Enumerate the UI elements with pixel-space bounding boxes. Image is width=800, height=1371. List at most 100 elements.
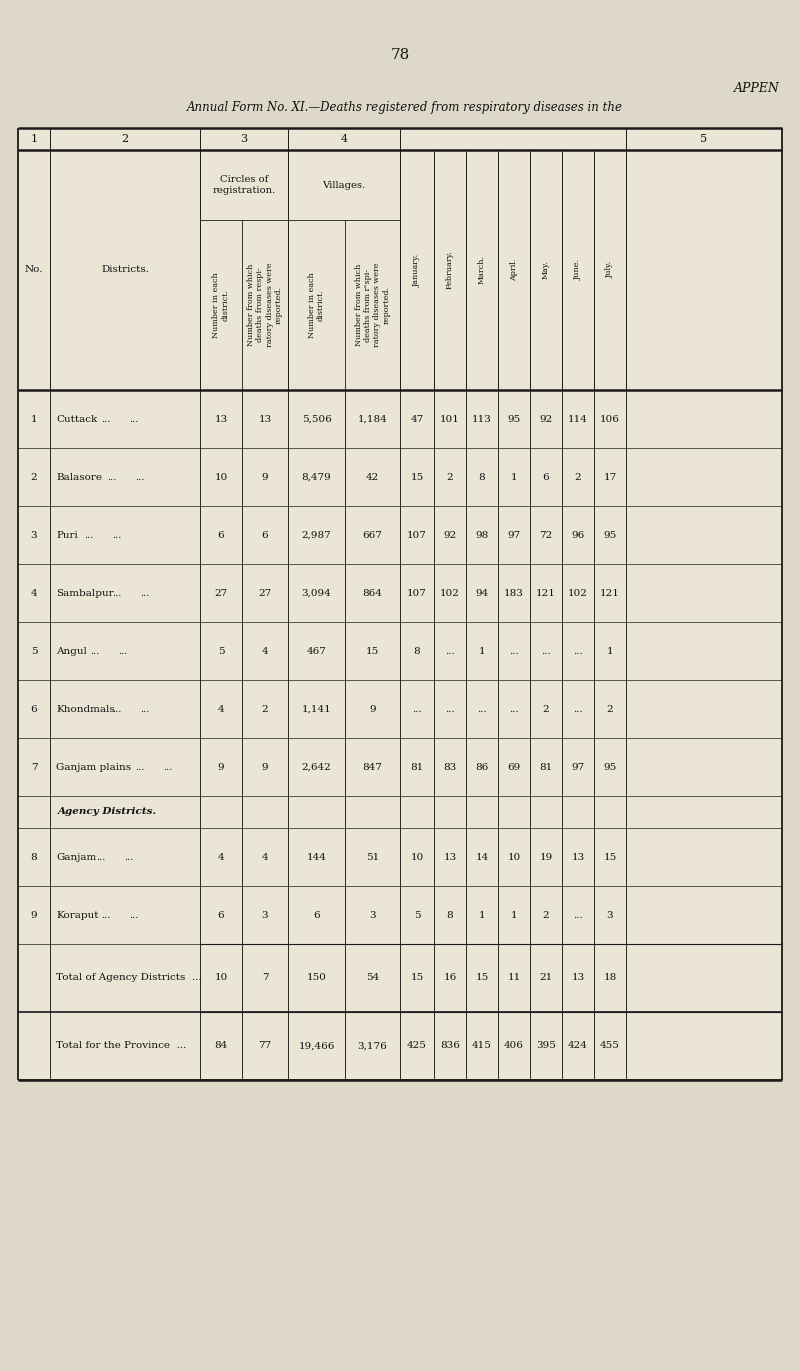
Text: 69: 69 (507, 762, 521, 772)
Text: 6: 6 (218, 910, 224, 920)
Text: ...: ... (163, 762, 172, 772)
Text: 81: 81 (410, 762, 424, 772)
Text: 13: 13 (571, 853, 585, 861)
Text: 102: 102 (440, 588, 460, 598)
Text: Total for the Province  ...: Total for the Province ... (56, 1042, 186, 1050)
Text: 2,642: 2,642 (302, 762, 331, 772)
Text: Number in each
district.: Number in each district. (308, 271, 325, 337)
Text: ...: ... (445, 647, 455, 655)
Text: 864: 864 (362, 588, 382, 598)
Text: APPEN: APPEN (734, 81, 780, 95)
Text: 101: 101 (440, 414, 460, 424)
Text: ...: ... (112, 705, 122, 713)
Text: ...: ... (112, 588, 122, 598)
Text: 10: 10 (410, 853, 424, 861)
Text: Sambalpur: Sambalpur (56, 588, 114, 598)
Text: Total of Agency Districts  ...: Total of Agency Districts ... (56, 973, 202, 983)
Text: 425: 425 (407, 1042, 427, 1050)
Text: ...: ... (541, 647, 551, 655)
Text: 2: 2 (574, 473, 582, 481)
Bar (18, 128, 782, 1080)
Text: 9: 9 (369, 705, 376, 713)
Text: 1: 1 (510, 473, 518, 481)
Text: 2: 2 (122, 134, 129, 144)
Text: ...: ... (118, 647, 127, 655)
Text: 9: 9 (218, 762, 224, 772)
Text: 107: 107 (407, 531, 427, 540)
Text: ...: ... (101, 414, 110, 424)
Text: Agency Districts.: Agency Districts. (58, 808, 157, 817)
Text: 18: 18 (603, 973, 617, 983)
Text: 15: 15 (410, 473, 424, 481)
Text: 54: 54 (366, 973, 379, 983)
Text: 8,479: 8,479 (302, 473, 331, 481)
Text: 3,094: 3,094 (302, 588, 331, 598)
Text: 415: 415 (472, 1042, 492, 1050)
Text: 3: 3 (262, 910, 268, 920)
Text: 1,184: 1,184 (358, 414, 387, 424)
Text: 424: 424 (568, 1042, 588, 1050)
Text: Villages.: Villages. (322, 181, 366, 189)
Text: 6: 6 (218, 531, 224, 540)
Text: 467: 467 (306, 647, 326, 655)
Text: Ganjam: Ganjam (56, 853, 96, 861)
Text: 2,987: 2,987 (302, 531, 331, 540)
Text: March.: March. (478, 255, 486, 285)
Text: ...: ... (412, 705, 422, 713)
Text: 102: 102 (568, 588, 588, 598)
Text: 4: 4 (218, 705, 224, 713)
Text: 121: 121 (536, 588, 556, 598)
Text: 106: 106 (600, 414, 620, 424)
Text: 11: 11 (507, 973, 521, 983)
Text: 4: 4 (262, 853, 268, 861)
Text: 13: 13 (258, 414, 272, 424)
Text: 27: 27 (258, 588, 272, 598)
Text: 8: 8 (30, 853, 38, 861)
Text: 3: 3 (606, 910, 614, 920)
Text: 15: 15 (603, 853, 617, 861)
Text: 10: 10 (214, 473, 228, 481)
Text: Puri: Puri (56, 531, 78, 540)
Text: 47: 47 (410, 414, 424, 424)
Text: 95: 95 (603, 531, 617, 540)
Text: ...: ... (90, 647, 99, 655)
Text: ...: ... (112, 531, 122, 540)
Text: June.: June. (574, 259, 582, 281)
Text: February.: February. (446, 251, 454, 289)
Text: 27: 27 (214, 588, 228, 598)
Text: 2: 2 (542, 910, 550, 920)
Text: 5: 5 (414, 910, 420, 920)
Text: 83: 83 (443, 762, 457, 772)
Text: 19,466: 19,466 (298, 1042, 334, 1050)
Text: 1: 1 (510, 910, 518, 920)
Text: ...: ... (96, 853, 105, 861)
Text: ...: ... (573, 705, 583, 713)
Text: 107: 107 (407, 588, 427, 598)
Text: 42: 42 (366, 473, 379, 481)
Text: 8: 8 (478, 473, 486, 481)
Text: 4: 4 (218, 853, 224, 861)
Text: 72: 72 (539, 531, 553, 540)
Text: 86: 86 (475, 762, 489, 772)
Text: Koraput: Koraput (56, 910, 98, 920)
Text: 1: 1 (30, 134, 38, 144)
Text: Circles of
registration.: Circles of registration. (212, 175, 276, 195)
Text: 9: 9 (30, 910, 38, 920)
Text: 1: 1 (606, 647, 614, 655)
Text: 10: 10 (214, 973, 228, 983)
Text: 7: 7 (262, 973, 268, 983)
Text: 94: 94 (475, 588, 489, 598)
Text: 847: 847 (362, 762, 382, 772)
Text: 9: 9 (262, 762, 268, 772)
Text: 13: 13 (571, 973, 585, 983)
Text: 77: 77 (258, 1042, 272, 1050)
Text: Annual Form No. XI.—Deaths registered from respiratory diseases in the: Annual Form No. XI.—Deaths registered fr… (187, 101, 623, 115)
Text: ...: ... (134, 762, 144, 772)
Text: ...: ... (107, 473, 116, 481)
Text: 3: 3 (369, 910, 376, 920)
Text: ...: ... (123, 853, 133, 861)
Text: 98: 98 (475, 531, 489, 540)
Text: 406: 406 (504, 1042, 524, 1050)
Text: 183: 183 (504, 588, 524, 598)
Text: July.: July. (606, 262, 614, 278)
